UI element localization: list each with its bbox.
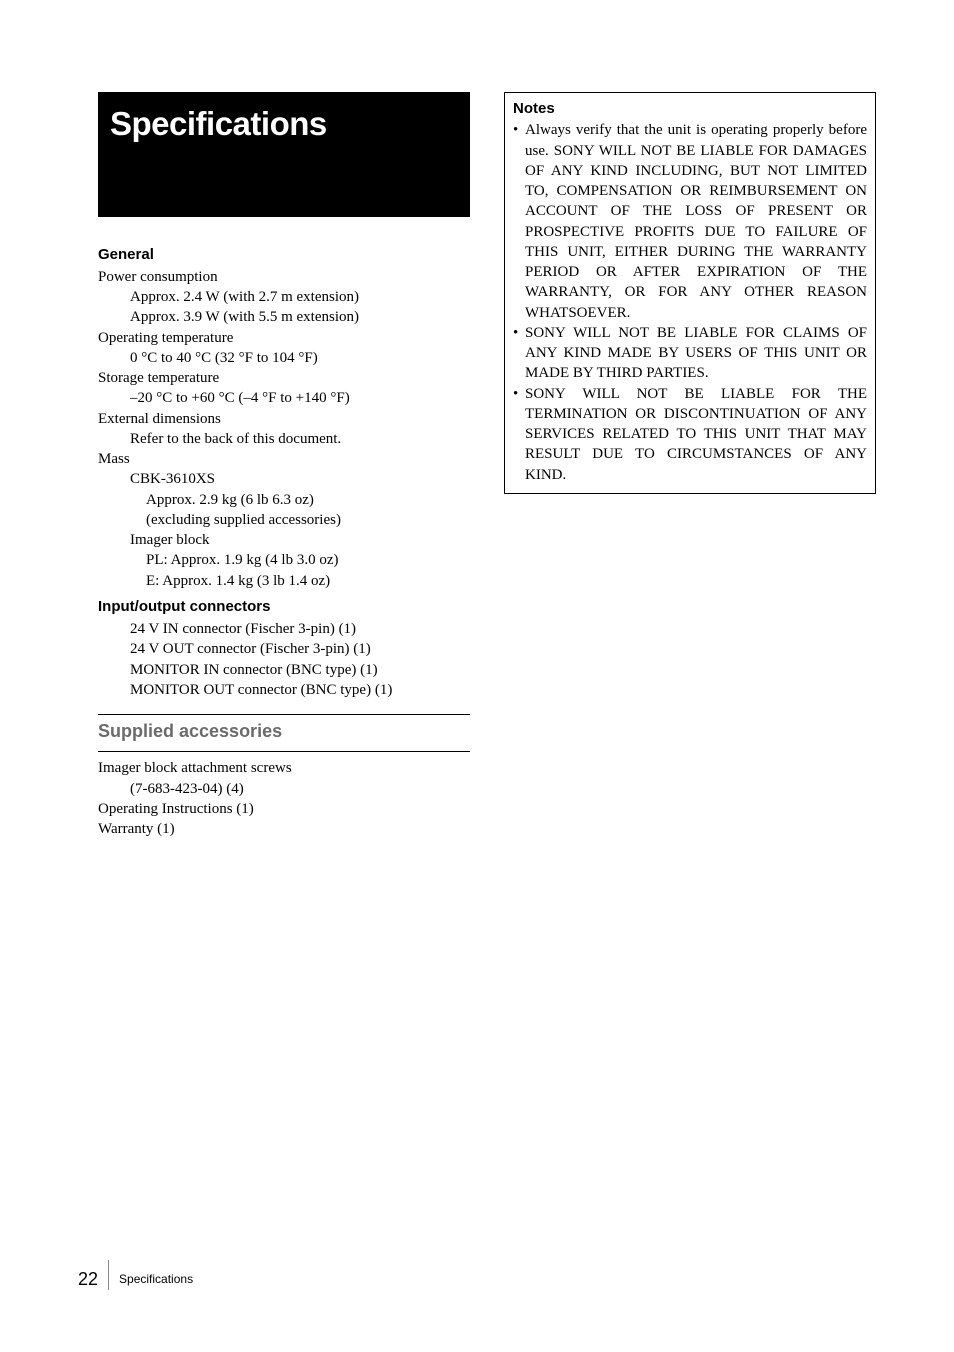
- spec-label: Storage temperature: [98, 368, 470, 388]
- spec-value: 24 V IN connector (Fischer 3-pin) (1): [98, 619, 470, 639]
- page-footer: 22 Specifications: [78, 1264, 193, 1294]
- spec-label: Operating Instructions (1): [98, 799, 470, 819]
- notes-text: Always verify that the unit is operating…: [525, 120, 867, 323]
- spec-value: Approx. 3.9 W (with 5.5 m extension): [98, 307, 470, 327]
- spec-label: Mass: [98, 449, 470, 469]
- bullet-icon: •: [513, 120, 525, 323]
- right-column: Notes • Always verify that the unit is o…: [504, 92, 876, 855]
- spec-value: Refer to the back of this document.: [98, 429, 470, 449]
- spec-value: PL: Approx. 1.9 kg (4 lb 3.0 oz): [98, 550, 470, 570]
- left-column: Specifications General Power consumption…: [98, 92, 470, 855]
- spec-value: CBK-3610XS: [98, 469, 470, 489]
- spec-value: (excluding supplied accessories): [98, 510, 470, 530]
- notes-text: SONY WILL NOT BE LIABLE FOR THE TERMINAT…: [525, 384, 867, 485]
- notes-text: SONY WILL NOT BE LIABLE FOR CLAIMS OF AN…: [525, 323, 867, 384]
- spec-label: Warranty (1): [98, 819, 470, 839]
- rule: Supplied accessories: [98, 714, 470, 752]
- spec-label: Operating temperature: [98, 328, 470, 348]
- spec-value: 0 °C to 40 °C (32 °F to 104 °F): [98, 348, 470, 368]
- page-title: Specifications: [110, 102, 458, 147]
- notes-bullet: • SONY WILL NOT BE LIABLE FOR THE TERMIN…: [513, 384, 867, 485]
- notes-bullet: • Always verify that the unit is operati…: [513, 120, 867, 323]
- page-title-block: Specifications: [98, 92, 470, 217]
- bullet-icon: •: [513, 384, 525, 485]
- spec-value: 24 V OUT connector (Fischer 3-pin) (1): [98, 639, 470, 659]
- page-number: 22: [78, 1267, 98, 1291]
- spec-value: (7-683-423-04) (4): [98, 779, 470, 799]
- spec-label: Imager block attachment screws: [98, 758, 470, 778]
- spec-value: E: Approx. 1.4 kg (3 lb 1.4 oz): [98, 571, 470, 591]
- bullet-icon: •: [513, 323, 525, 384]
- spec-value: MONITOR OUT connector (BNC type) (1): [98, 680, 470, 700]
- spec-value: Approx. 2.9 kg (6 lb 6.3 oz): [98, 490, 470, 510]
- section-heading-supplied: Supplied accessories: [98, 715, 470, 749]
- section-heading-general: General: [98, 245, 470, 265]
- notes-bullet: • SONY WILL NOT BE LIABLE FOR CLAIMS OF …: [513, 323, 867, 384]
- footer-separator: [108, 1260, 109, 1290]
- spec-value: Imager block: [98, 530, 470, 550]
- spec-label: External dimensions: [98, 409, 470, 429]
- notes-heading: Notes: [513, 99, 867, 119]
- spec-label: Power consumption: [98, 267, 470, 287]
- notes-box: Notes • Always verify that the unit is o…: [504, 92, 876, 494]
- spec-value: –20 °C to +60 °C (–4 °F to +140 °F): [98, 388, 470, 408]
- spec-value: MONITOR IN connector (BNC type) (1): [98, 660, 470, 680]
- spec-value: Approx. 2.4 W (with 2.7 m extension): [98, 287, 470, 307]
- section-heading-io: Input/output connectors: [98, 597, 470, 617]
- footer-title: Specifications: [119, 1271, 193, 1287]
